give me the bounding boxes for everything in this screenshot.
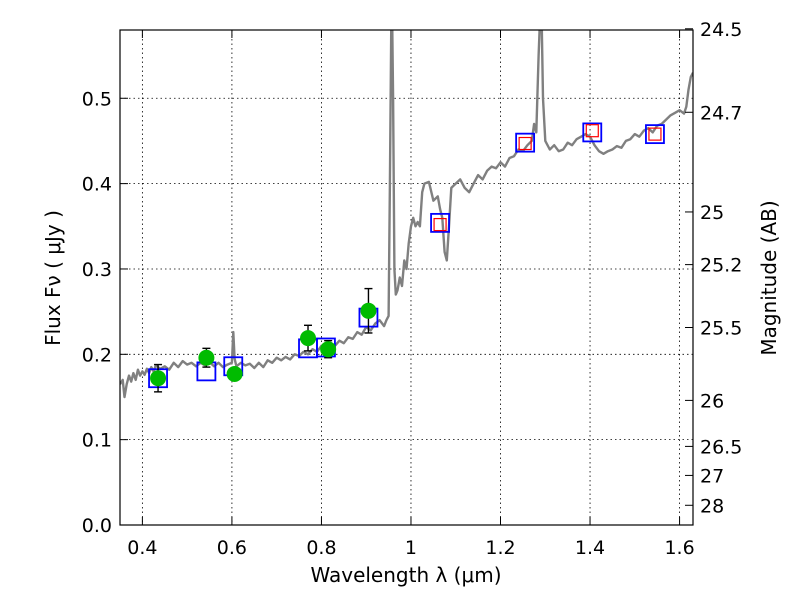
x-tick-label: 0.8 bbox=[306, 537, 336, 559]
x-tick-label: 1 bbox=[405, 537, 417, 559]
plot-frame bbox=[119, 29, 694, 526]
right-tick-label: 26.5 bbox=[700, 436, 742, 458]
right-tick-label: 26 bbox=[700, 390, 724, 412]
spectrum-line bbox=[120, 30, 693, 399]
axis-ticks: 0.4 0.6 0.8 1 1.2 1.4 1.6 0.0 0.1 0.2 0.3 0.4 0.5 24.… bbox=[82, 19, 743, 559]
right-tick-label: 24.5 bbox=[700, 19, 742, 41]
y-tick-label: 0.0 bbox=[82, 515, 112, 537]
green-data-point bbox=[320, 341, 337, 358]
right-tick-label: 27 bbox=[700, 465, 724, 487]
green-data-point bbox=[360, 302, 377, 319]
blue-square-marker bbox=[430, 212, 450, 233]
red-square-marker bbox=[518, 136, 532, 151]
y-tick-label: 0.2 bbox=[82, 344, 112, 366]
right-tick-label: 24.7 bbox=[700, 102, 742, 124]
x-tick-label: 1.6 bbox=[664, 537, 694, 559]
green-data-point bbox=[198, 349, 215, 366]
green-data-point bbox=[226, 365, 243, 382]
right-tick-label: 25.5 bbox=[700, 318, 742, 340]
y-tick-label: 0.3 bbox=[82, 259, 112, 281]
blue-square-marker bbox=[645, 124, 665, 145]
right-tick-label: 25 bbox=[700, 202, 724, 224]
data-series bbox=[120, 30, 693, 399]
green-data-point bbox=[150, 370, 167, 387]
grid-lines bbox=[120, 30, 693, 526]
red-square-marker bbox=[585, 124, 599, 138]
green-data-point bbox=[300, 330, 317, 347]
x-tick-label: 0.4 bbox=[127, 537, 157, 559]
blue-square-marker bbox=[515, 132, 536, 153]
right-tick-label: 25.2 bbox=[700, 255, 742, 277]
right-axis-label: Magnitude (AB) bbox=[757, 200, 781, 355]
y-tick-label: 0.1 bbox=[82, 430, 112, 452]
y-tick-label: 0.4 bbox=[82, 174, 112, 196]
blue-square-marker bbox=[582, 122, 603, 143]
x-tick-label: 1.4 bbox=[575, 537, 605, 559]
red-square-marker bbox=[433, 217, 447, 232]
y-axis-label: Flux Fν ( μJy ) bbox=[41, 210, 65, 346]
x-tick-label: 0.6 bbox=[217, 537, 247, 559]
x-axis-label: Wavelength λ (μm) bbox=[310, 563, 501, 587]
right-tick-label: 28 bbox=[700, 495, 724, 517]
red-square-marker bbox=[648, 127, 662, 141]
x-tick-label: 1.2 bbox=[485, 537, 515, 559]
y-tick-label: 0.5 bbox=[82, 88, 112, 110]
